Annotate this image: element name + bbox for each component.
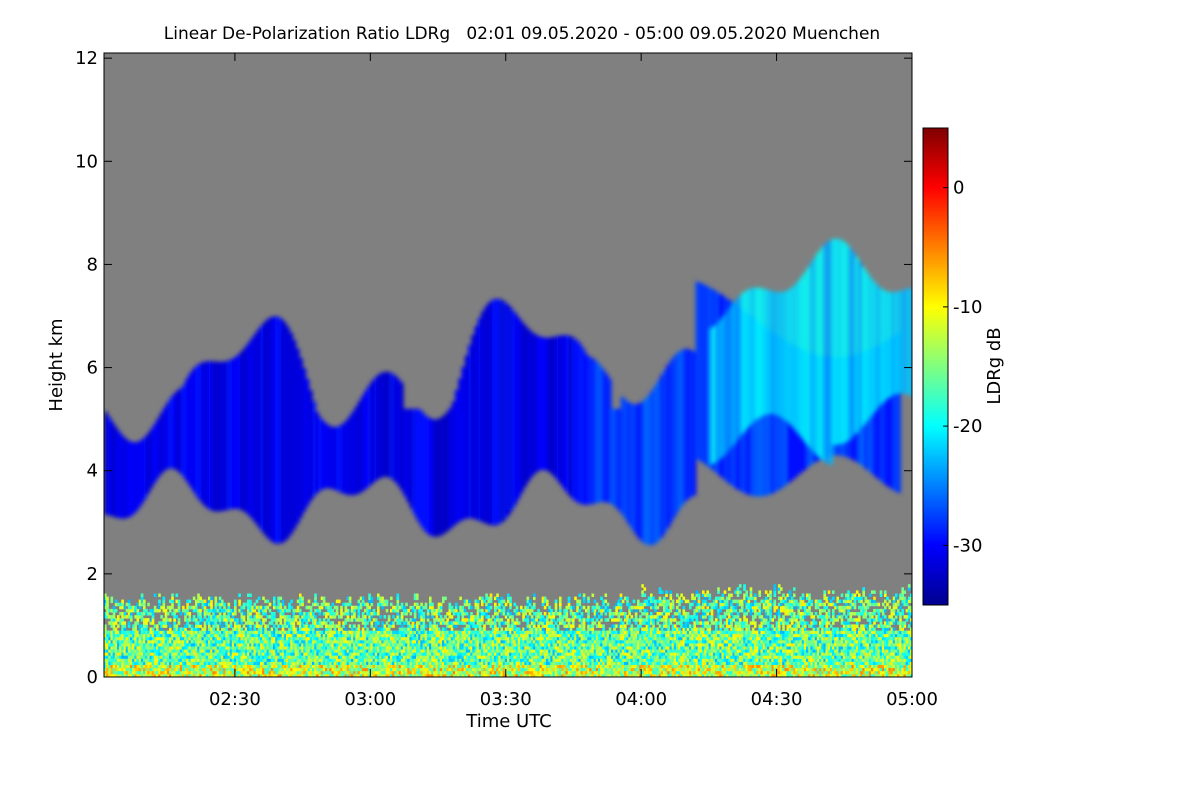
colorbar-tick-label: 0 bbox=[953, 178, 964, 199]
x-tick-label: 04:00 bbox=[615, 689, 667, 710]
colorbar: 0 -10 -20 -30 LDRg dB bbox=[923, 128, 1005, 605]
y-axis-label: Height km bbox=[46, 318, 67, 411]
y-tick-label: 4 bbox=[87, 461, 98, 482]
y-tick-label: 10 bbox=[75, 151, 98, 172]
x-tick-label: 03:00 bbox=[344, 689, 396, 710]
y-tick-label: 8 bbox=[87, 254, 98, 275]
colorbar-tick-label: -20 bbox=[953, 416, 982, 437]
colorbar-gradient bbox=[923, 128, 948, 605]
y-tick-label: 2 bbox=[87, 564, 98, 585]
colorbar-tick-label: -10 bbox=[953, 297, 982, 318]
chart-title: Linear De-Polarization Ratio LDRg 02:01 … bbox=[164, 24, 880, 44]
x-tick-label: 04:30 bbox=[751, 689, 803, 710]
x-tick-label: 05:00 bbox=[886, 689, 938, 710]
x-tick-label: 03:30 bbox=[480, 689, 532, 710]
y-tick-label: 0 bbox=[87, 667, 98, 688]
x-axis-label: Time UTC bbox=[465, 711, 551, 732]
x-tick-label: 02:30 bbox=[209, 689, 261, 710]
colorbar-tick-label: -30 bbox=[953, 535, 982, 556]
colorbar-label: LDRg dB bbox=[984, 327, 1005, 404]
y-tick-label: 6 bbox=[87, 358, 98, 379]
plot-area bbox=[104, 53, 914, 677]
y-tick-label: 12 bbox=[75, 48, 98, 69]
